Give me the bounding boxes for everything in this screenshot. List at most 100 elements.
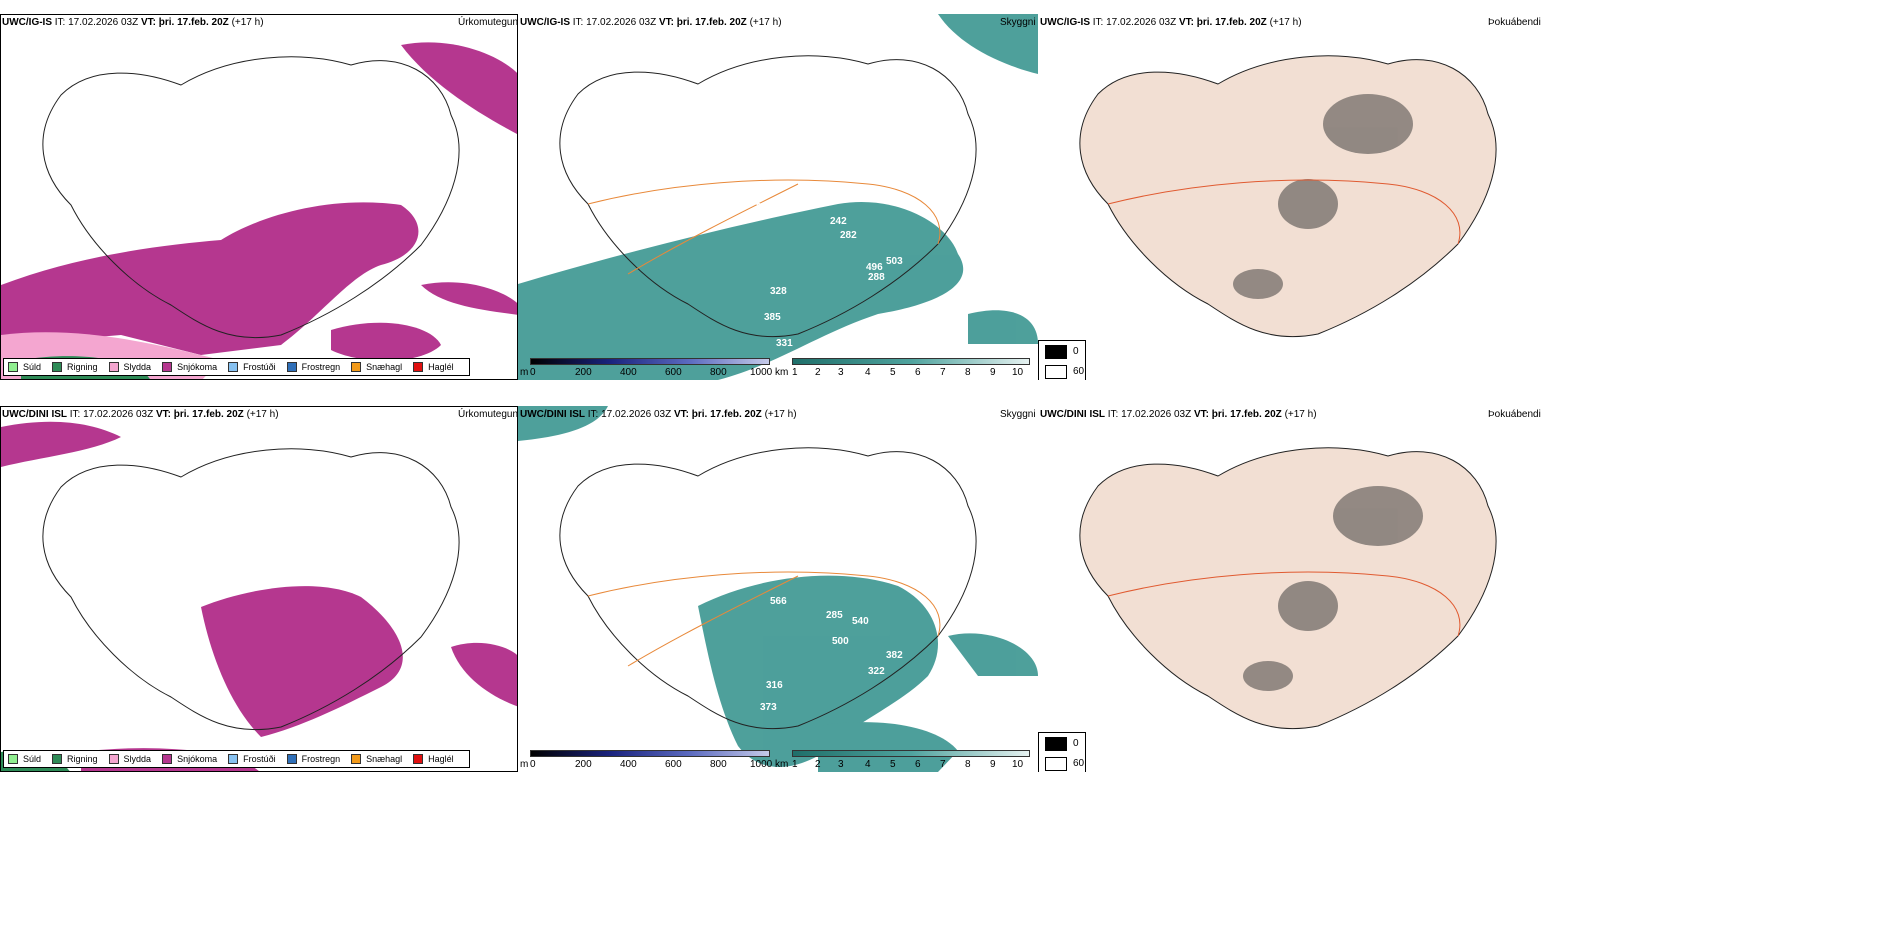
precip-type-panel-row2: Súld Rigning Slydda Snjókoma Frostúði Fr…: [0, 406, 518, 772]
cloud-base-tick: 1000: [750, 759, 773, 770]
legend-swatch: [286, 362, 297, 372]
fog-panel-row2: 0 60: [1038, 406, 1550, 772]
visibility-tick: 7: [940, 759, 946, 770]
map-label: 500: [832, 636, 849, 647]
visibility-bar: [792, 750, 1030, 757]
visibility-unit: km: [775, 759, 789, 770]
cloud-title-row2: Skyggni: [1000, 409, 1036, 420]
fog-legend-label: 0: [1073, 738, 1079, 749]
cloud-base-tick: 400: [620, 759, 637, 770]
precip-map-row2: [1, 421, 517, 771]
legend-swatch: [228, 754, 239, 764]
legend-item-snow-pellets: Snæhagl: [351, 754, 402, 764]
visibility-unit: km: [775, 367, 789, 378]
map-label: 496: [866, 262, 883, 273]
visibility-tick: 6: [915, 759, 921, 770]
fog-legend-label: 60: [1073, 758, 1085, 769]
fog-title-row2: Þokuábendi: [1488, 409, 1541, 420]
fog-title-row1: Þokuábendi: [1488, 17, 1541, 28]
fog-legend-label: 60: [1073, 366, 1085, 377]
cloud-cover-area: [518, 14, 1038, 380]
map-label: 382: [886, 650, 903, 661]
fog-legend-row1: 0 60: [1038, 340, 1086, 380]
cloud-base-tick: 0: [530, 759, 536, 770]
map-label: 328: [770, 286, 787, 297]
legend-swatch: [8, 754, 18, 764]
visibility-tick: 10: [1012, 759, 1024, 770]
visibility-tick: 8: [965, 367, 971, 378]
legend-swatch: [108, 754, 119, 764]
map-label: 497: [774, 202, 791, 213]
precip-legend-row1: Súld Rigning Slydda Snjókoma Frostúði Fr…: [3, 358, 470, 376]
legend-swatch: [8, 362, 18, 372]
map-label: 322: [868, 666, 885, 677]
legend-item-freezing-drizzle: Frostúði: [228, 362, 276, 372]
legend-swatch: [351, 754, 362, 764]
map-label: 503: [886, 256, 903, 267]
cloud-base-tick: 600: [665, 759, 682, 770]
fog-header-row1: UWC/IG-IS IT: 17.02.2026 03Z VT: þri. 17…: [1040, 17, 1302, 28]
cloud-cover-area: [518, 406, 1038, 772]
iceland-coastline: [42, 448, 460, 731]
visibility-tick: 1: [792, 367, 798, 378]
map-label: 242: [830, 216, 847, 227]
cloud-panel-row2: 566 285 540 500 382 322 316 373 37 m 0 2…: [518, 406, 1038, 772]
fog-header-row2: UWC/DINI ISL IT: 17.02.2026 03Z VT: þri.…: [1040, 409, 1317, 420]
fog-panel-row1: 0 60: [1038, 14, 1550, 380]
cloud-base-tick: 200: [575, 367, 592, 378]
legend-item-snow-pellets: Snæhagl: [351, 362, 402, 372]
cloud-base-tick: 800: [710, 367, 727, 378]
legend-item-rain: Rigning: [52, 362, 98, 372]
map-label: 293: [756, 202, 773, 213]
legend-item-freezing-drizzle: Frostúði: [228, 754, 276, 764]
legend-item-drizzle: Súld: [8, 362, 41, 372]
legend-swatch: [413, 754, 424, 764]
map-label: 331: [776, 338, 793, 349]
visibility-tick: 8: [965, 759, 971, 770]
map-label: 37: [814, 150, 826, 161]
cloud-base-scale-row2: m 0 200 400 600 800 1000 km 1 2 3 4 5 6 …: [520, 749, 1030, 770]
legend-swatch: [351, 362, 362, 372]
cloud-base-tick: 800: [710, 759, 727, 770]
visibility-tick: 3: [838, 759, 844, 770]
legend-item-snow: Snjókoma: [162, 754, 217, 764]
visibility-tick: 2: [815, 367, 821, 378]
cloud-base-bar: [530, 358, 770, 365]
cloud-map-row1: 293 497 242 282 496 503 288 328 385 331 …: [518, 14, 1038, 380]
road-network: [587, 571, 941, 667]
visibility-tick: 3: [838, 367, 844, 378]
fog-swatch-light: [1045, 757, 1067, 771]
legend-swatch: [108, 362, 119, 372]
fog-patches: [1233, 94, 1413, 299]
visibility-tick: 9: [990, 367, 996, 378]
precip-title-row2: Úrkomutegund: [458, 409, 524, 420]
legend-swatch: [286, 754, 297, 764]
legend-item-drizzle: Súld: [8, 754, 41, 764]
legend-item-sleet: Slydda: [108, 754, 151, 764]
map-label: 566: [770, 596, 787, 607]
cloud-header-row1: UWC/IG-IS IT: 17.02.2026 03Z VT: þri. 17…: [520, 17, 782, 28]
road-network: [1107, 571, 1461, 637]
cloud-base-tick: 0: [530, 367, 536, 378]
visibility-tick: 9: [990, 759, 996, 770]
visibility-tick: 6: [915, 367, 921, 378]
cloud-base-unit: m: [520, 367, 529, 378]
fog-patches: [1243, 486, 1423, 691]
cloud-title-row1: Skyggni: [1000, 17, 1036, 28]
legend-item-freezing-rain: Frostregn: [286, 362, 340, 372]
fog-map-row2: [1079, 447, 1497, 730]
visibility-tick: 2: [815, 759, 821, 770]
map-label: 285: [826, 610, 843, 621]
visibility-tick: 5: [890, 367, 896, 378]
map-label: 282: [840, 230, 857, 241]
legend-swatch: [52, 754, 63, 764]
cloud-base-unit: m: [520, 759, 529, 770]
fog-legend-label: 0: [1073, 346, 1079, 357]
fog-swatch-dark: [1045, 737, 1067, 751]
legend-swatch: [162, 362, 173, 372]
legend-item-hail: Haglél: [413, 754, 454, 764]
cloud-base-tick: 1000: [750, 367, 773, 378]
map-label: 540: [852, 616, 869, 627]
precip-type-panel-row1: Súld Rigning Slydda Snjókoma Frostúði Fr…: [0, 14, 518, 380]
map-label: 373: [760, 702, 777, 713]
